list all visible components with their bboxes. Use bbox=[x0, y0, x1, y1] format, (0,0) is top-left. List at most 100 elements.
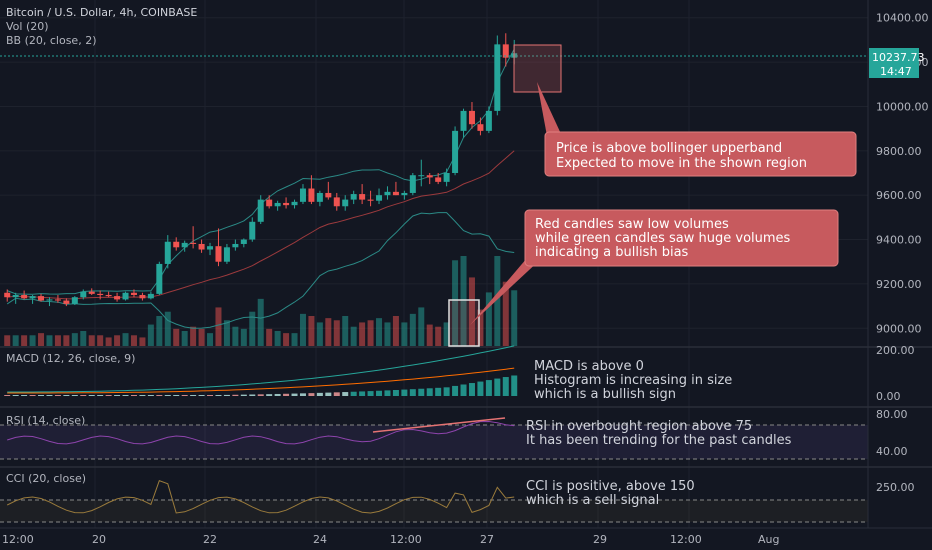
target-region-box[interactable] bbox=[513, 44, 562, 93]
macd-histogram-bar bbox=[12, 395, 19, 396]
volume-callout[interactable]: Red candles saw low volumes while green … bbox=[524, 209, 839, 267]
macd-histogram-bar bbox=[418, 388, 425, 396]
macd-histogram-bar bbox=[215, 395, 222, 396]
candle bbox=[232, 239, 239, 251]
candle bbox=[80, 289, 87, 300]
candle bbox=[63, 298, 70, 307]
volume-bar bbox=[46, 335, 53, 346]
time-axis[interactable]: 12:00 20 22 24 12:00 27 29 12:00 Aug bbox=[2, 533, 779, 546]
candle bbox=[21, 290, 28, 300]
time-tick: 22 bbox=[203, 533, 217, 546]
candle bbox=[316, 190, 323, 207]
candle bbox=[164, 235, 171, 269]
volume-bar bbox=[274, 331, 281, 346]
macd-histogram-bar bbox=[494, 378, 501, 396]
candle bbox=[485, 106, 492, 134]
macd-signal-line bbox=[7, 367, 515, 394]
macd-histogram-bar bbox=[147, 395, 154, 396]
cci-band-fill bbox=[0, 500, 868, 522]
volume-bar bbox=[477, 309, 484, 346]
volume-bar bbox=[485, 292, 492, 346]
volume-bar bbox=[54, 335, 61, 346]
candle bbox=[460, 108, 467, 138]
macd-histogram-bar bbox=[207, 395, 214, 396]
last-price-value: 10237.73 bbox=[872, 51, 925, 64]
time-tick: 12:00 bbox=[670, 533, 702, 546]
price-tick: 9400.00 bbox=[876, 234, 922, 247]
time-tick: 27 bbox=[480, 533, 494, 546]
candlesticks bbox=[4, 33, 518, 307]
macd-histogram-bar bbox=[511, 375, 518, 396]
volume-bar bbox=[367, 320, 374, 346]
volume-bar bbox=[198, 328, 205, 346]
volume-bar bbox=[147, 324, 154, 346]
macd-histogram-bar bbox=[409, 389, 416, 396]
macd-histogram-bar bbox=[367, 391, 374, 396]
candle bbox=[409, 173, 416, 196]
rsi-note-line-2: It has been trending for the past candle… bbox=[526, 433, 792, 448]
candle bbox=[401, 190, 408, 200]
candle bbox=[29, 294, 36, 304]
candle bbox=[147, 291, 154, 300]
cci-tick-250: 250.00 bbox=[876, 481, 915, 494]
candle bbox=[452, 126, 459, 176]
macd-histogram-bar bbox=[114, 395, 121, 396]
volume-bar bbox=[181, 331, 188, 346]
volume-bar bbox=[21, 335, 28, 346]
cci-line bbox=[6, 480, 515, 514]
volume-bar bbox=[401, 322, 408, 346]
candle bbox=[130, 289, 137, 298]
volume-bar bbox=[63, 335, 70, 346]
candle bbox=[215, 228, 222, 267]
rsi-tick-40: 40.00 bbox=[876, 445, 908, 458]
volume-bar bbox=[71, 333, 78, 346]
candle bbox=[392, 181, 399, 196]
macd-histogram-bar bbox=[54, 395, 61, 396]
time-tick: 29 bbox=[593, 533, 607, 546]
candle bbox=[38, 293, 45, 302]
last-price-label: 10237.73 14:47 bbox=[869, 48, 925, 78]
volume-bar bbox=[468, 277, 475, 346]
bb-legend: BB (20, close, 2) bbox=[6, 34, 97, 47]
volume-bar bbox=[4, 335, 11, 346]
macd-note-line-3: which is a bullish sign bbox=[534, 387, 676, 402]
candle bbox=[468, 102, 475, 129]
candle bbox=[426, 173, 433, 185]
macd-histogram-bar bbox=[63, 395, 70, 396]
volume-bar bbox=[156, 316, 163, 346]
macd-histogram-bar bbox=[156, 395, 163, 396]
volume-bar bbox=[392, 316, 399, 346]
volume-bar bbox=[88, 335, 95, 346]
rsi-pane bbox=[7, 420, 515, 445]
volume-bar bbox=[257, 298, 264, 346]
candle bbox=[190, 226, 197, 249]
macd-histogram-bar bbox=[274, 393, 281, 396]
volume-bar bbox=[215, 307, 222, 346]
candle bbox=[308, 175, 315, 205]
macd-histogram-bar bbox=[198, 395, 205, 396]
time-tick: 12:00 bbox=[2, 533, 34, 546]
volume-highlight-box[interactable] bbox=[448, 299, 480, 347]
rsi-note-line-1: RSI in overbought region above 75 bbox=[526, 419, 752, 434]
volume-callout-pointer bbox=[470, 258, 542, 325]
bollinger-callout-pointer bbox=[537, 82, 562, 136]
volume-bar bbox=[435, 326, 442, 346]
candle bbox=[283, 197, 290, 209]
volume-bar bbox=[38, 333, 45, 346]
cci-pane bbox=[6, 480, 515, 514]
volume-bar bbox=[12, 335, 19, 346]
macd-histogram-bar bbox=[139, 395, 146, 396]
volume-bar bbox=[291, 333, 298, 346]
volume-callout-line-2: while green candles saw huge volumes bbox=[535, 231, 791, 246]
macd-histogram-bar bbox=[401, 389, 408, 396]
candle bbox=[223, 243, 230, 264]
candle bbox=[122, 291, 129, 301]
rsi-trend-line[interactable] bbox=[372, 417, 506, 433]
candle bbox=[54, 294, 61, 303]
bollinger-callout[interactable]: Price is above bollinger upperband Expec… bbox=[544, 131, 857, 177]
candle bbox=[494, 35, 501, 116]
volume-bar bbox=[316, 322, 323, 346]
volume-bar bbox=[333, 320, 340, 346]
